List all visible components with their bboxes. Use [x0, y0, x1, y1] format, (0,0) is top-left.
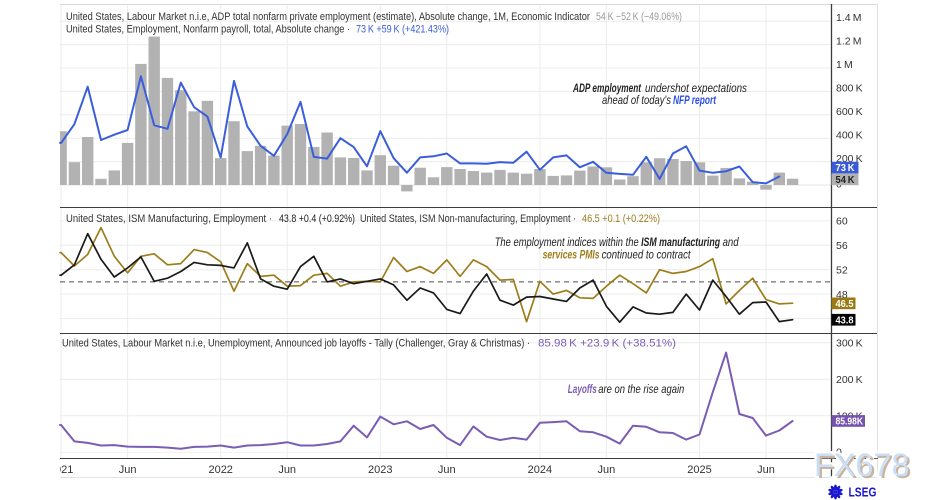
svg-text:Jun: Jun [278, 464, 296, 476]
svg-text:300 K: 300 K [836, 338, 863, 350]
svg-text:Jun: Jun [598, 464, 616, 476]
svg-text:2022: 2022 [208, 464, 232, 476]
svg-text:1 M: 1 M [836, 59, 853, 71]
svg-text:85.98K: 85.98K [836, 417, 864, 428]
svg-text:85.98 K +23.9 K (+38.51%): 85.98 K +23.9 K (+38.51%) [538, 337, 676, 349]
svg-text:800 K: 800 K [836, 83, 863, 95]
svg-text:continued to contract: continued to contract [602, 248, 692, 262]
svg-text:undershot expectations: undershot expectations [645, 81, 747, 95]
svg-text:Layoffs: Layoffs [568, 382, 597, 396]
svg-text:52: 52 [836, 264, 848, 276]
svg-text:FX678: FX678 [814, 447, 910, 483]
svg-text:73 K +59 K (+421.43%): 73 K +59 K (+421.43%) [356, 24, 449, 36]
svg-text:United States, ISM Non-manufac: United States, ISM Non-manufacturing, Em… [360, 213, 576, 225]
svg-text:60: 60 [836, 216, 848, 228]
svg-text:and: and [723, 235, 739, 249]
svg-text:73 K: 73 K [836, 163, 855, 174]
svg-text:NFP report: NFP report [673, 93, 717, 107]
svg-text:FX678: FX678 [814, 447, 910, 483]
svg-text:43.8: 43.8 [836, 315, 855, 326]
svg-text:400 K: 400 K [836, 130, 863, 142]
svg-text:200 K: 200 K [836, 374, 863, 386]
svg-text:600 K: 600 K [836, 106, 863, 118]
svg-text:FX678: FX678 [816, 449, 912, 485]
svg-text:2025: 2025 [687, 464, 711, 476]
svg-text:56: 56 [836, 240, 848, 252]
svg-text:1.4 M: 1.4 M [836, 12, 861, 24]
svg-text:The employment indices within: The employment indices within the [495, 235, 639, 249]
svg-text:United States, Employment, Non: United States, Employment, Nonfarm payro… [66, 24, 350, 36]
svg-text:43.8 +0.4 (+0.92%): 43.8 +0.4 (+0.92%) [279, 213, 355, 225]
svg-text:are on the rise again: are on the rise again [598, 382, 684, 396]
svg-text:54 K: 54 K [836, 175, 855, 186]
svg-text:0: 0 [836, 447, 842, 459]
svg-text:Jun: Jun [438, 464, 456, 476]
svg-text:48: 48 [836, 289, 848, 301]
svg-text:ADP employment: ADP employment [572, 81, 641, 95]
svg-text:2023: 2023 [368, 464, 392, 476]
svg-text:46.5 +0.1 (+0.22%): 46.5 +0.1 (+0.22%) [582, 213, 660, 225]
svg-text:54 K −52 K (−49.06%): 54 K −52 K (−49.06%) [596, 11, 682, 23]
svg-text:46.5: 46.5 [836, 299, 855, 310]
svg-text:2021: 2021 [49, 464, 73, 476]
svg-text:ahead of today's: ahead of today's [602, 93, 671, 107]
svg-text:Jun: Jun [757, 464, 775, 476]
svg-text:United States, ISM Manufacturi: United States, ISM Manufacturing, Employ… [66, 213, 272, 225]
svg-text:LSEG: LSEG [849, 486, 877, 500]
svg-text:2024: 2024 [528, 464, 552, 476]
svg-text:services PMIs: services PMIs [543, 248, 600, 262]
svg-text:1.2 M: 1.2 M [836, 36, 861, 48]
svg-text:ISM manufacturing: ISM manufacturing [641, 235, 720, 249]
svg-text:United States, Labour Market n: United States, Labour Market n.i.e, Unem… [62, 337, 530, 349]
svg-text:United States, Labour Market n: United States, Labour Market n.i.e, ADP … [66, 11, 590, 23]
svg-text:Jun: Jun [119, 464, 137, 476]
